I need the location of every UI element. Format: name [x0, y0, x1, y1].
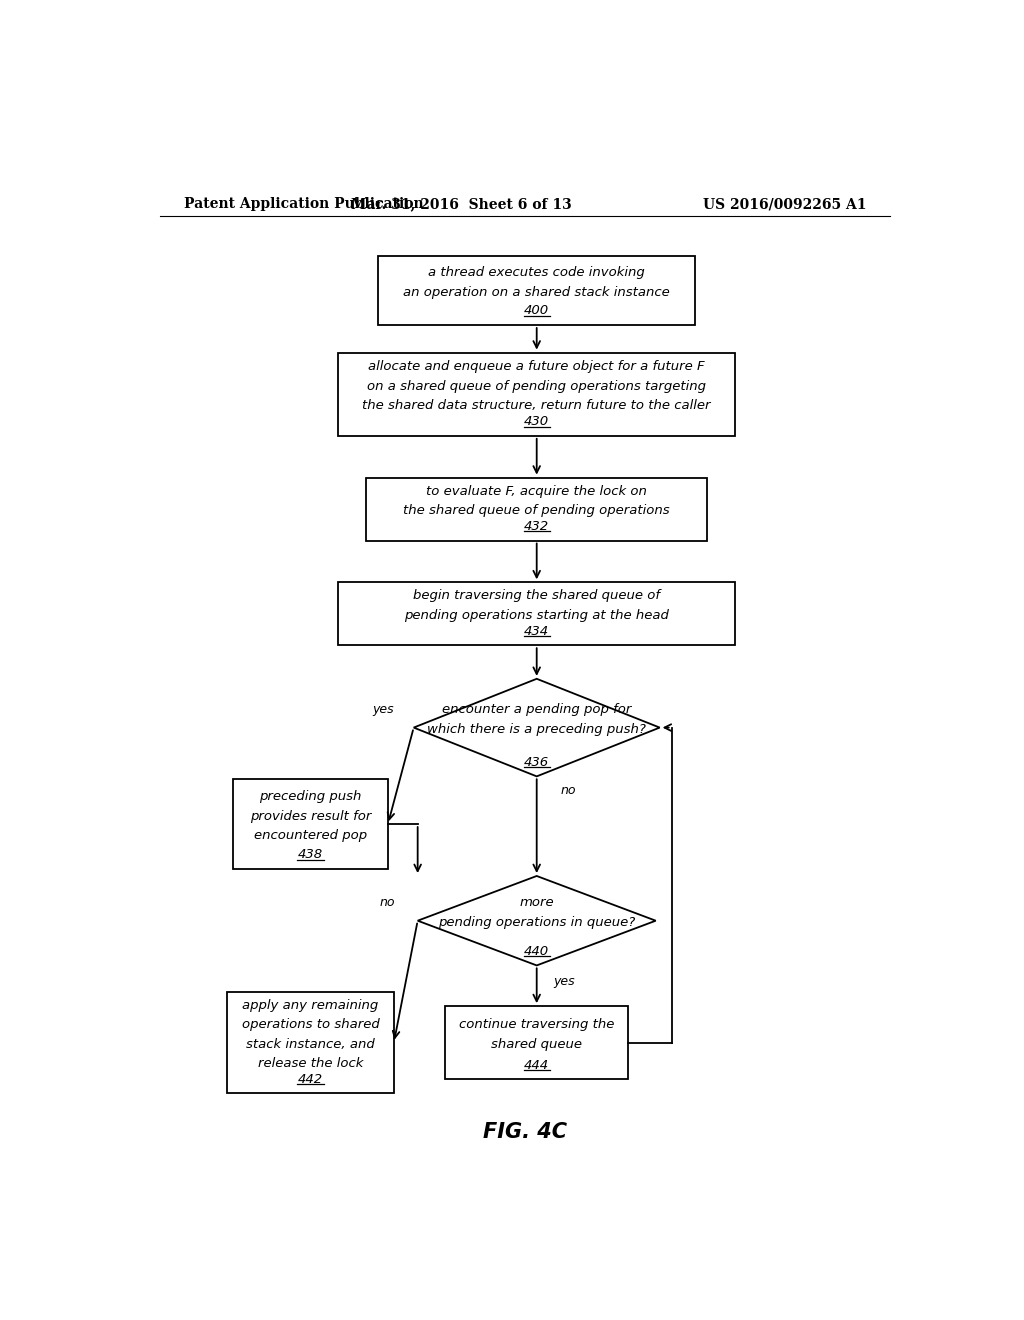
Text: 438: 438 — [298, 849, 324, 861]
Bar — [233, 779, 388, 869]
Text: Mar. 31, 2016  Sheet 6 of 13: Mar. 31, 2016 Sheet 6 of 13 — [351, 197, 571, 211]
Text: provides result for: provides result for — [250, 809, 372, 822]
Text: yes: yes — [373, 702, 394, 715]
Text: pending operations starting at the head: pending operations starting at the head — [404, 609, 669, 622]
Text: encountered pop: encountered pop — [254, 829, 367, 842]
Bar — [338, 352, 735, 436]
Text: 432: 432 — [524, 520, 549, 533]
Polygon shape — [418, 876, 655, 965]
Polygon shape — [414, 678, 659, 776]
Text: which there is a preceding push?: which there is a preceding push? — [427, 722, 646, 735]
Text: FIG. 4C: FIG. 4C — [482, 1122, 567, 1142]
Text: no: no — [561, 784, 577, 797]
Text: allocate and enqueue a future object for a future F: allocate and enqueue a future object for… — [369, 360, 705, 374]
Text: the shared queue of pending operations: the shared queue of pending operations — [403, 504, 670, 517]
Text: begin traversing the shared queue of: begin traversing the shared queue of — [414, 590, 660, 602]
Text: shared queue: shared queue — [492, 1038, 583, 1051]
Text: stack instance, and: stack instance, and — [246, 1038, 375, 1051]
Text: pending operations in queue?: pending operations in queue? — [438, 916, 635, 929]
Text: to evaluate F, acquire the lock on: to evaluate F, acquire the lock on — [426, 484, 647, 498]
Text: 436: 436 — [524, 755, 549, 768]
Bar — [227, 991, 394, 1093]
Text: 440: 440 — [524, 945, 549, 958]
Text: 400: 400 — [524, 305, 549, 317]
Text: yes: yes — [554, 975, 575, 989]
Bar — [367, 478, 708, 541]
Text: more: more — [519, 896, 554, 909]
Text: the shared data structure, return future to the caller: the shared data structure, return future… — [362, 399, 711, 412]
Text: operations to shared: operations to shared — [242, 1019, 380, 1031]
Text: Patent Application Publication: Patent Application Publication — [183, 197, 423, 211]
Text: no: no — [380, 896, 395, 909]
Text: 430: 430 — [524, 416, 549, 428]
Text: an operation on a shared stack instance: an operation on a shared stack instance — [403, 285, 670, 298]
Text: release the lock: release the lock — [258, 1057, 364, 1071]
Text: on a shared queue of pending operations targeting: on a shared queue of pending operations … — [368, 380, 707, 392]
Bar — [338, 582, 735, 645]
Text: a thread executes code invoking: a thread executes code invoking — [428, 267, 645, 280]
Text: 434: 434 — [524, 624, 549, 638]
Text: US 2016/0092265 A1: US 2016/0092265 A1 — [702, 197, 866, 211]
Text: apply any remaining: apply any remaining — [243, 999, 379, 1012]
Text: 444: 444 — [524, 1059, 549, 1072]
Text: continue traversing the: continue traversing the — [459, 1019, 614, 1031]
Bar — [378, 256, 695, 325]
Text: encounter a pending pop for: encounter a pending pop for — [442, 704, 632, 717]
Bar — [445, 1006, 628, 1080]
Text: preceding push: preceding push — [259, 791, 361, 803]
Text: 442: 442 — [298, 1073, 324, 1086]
